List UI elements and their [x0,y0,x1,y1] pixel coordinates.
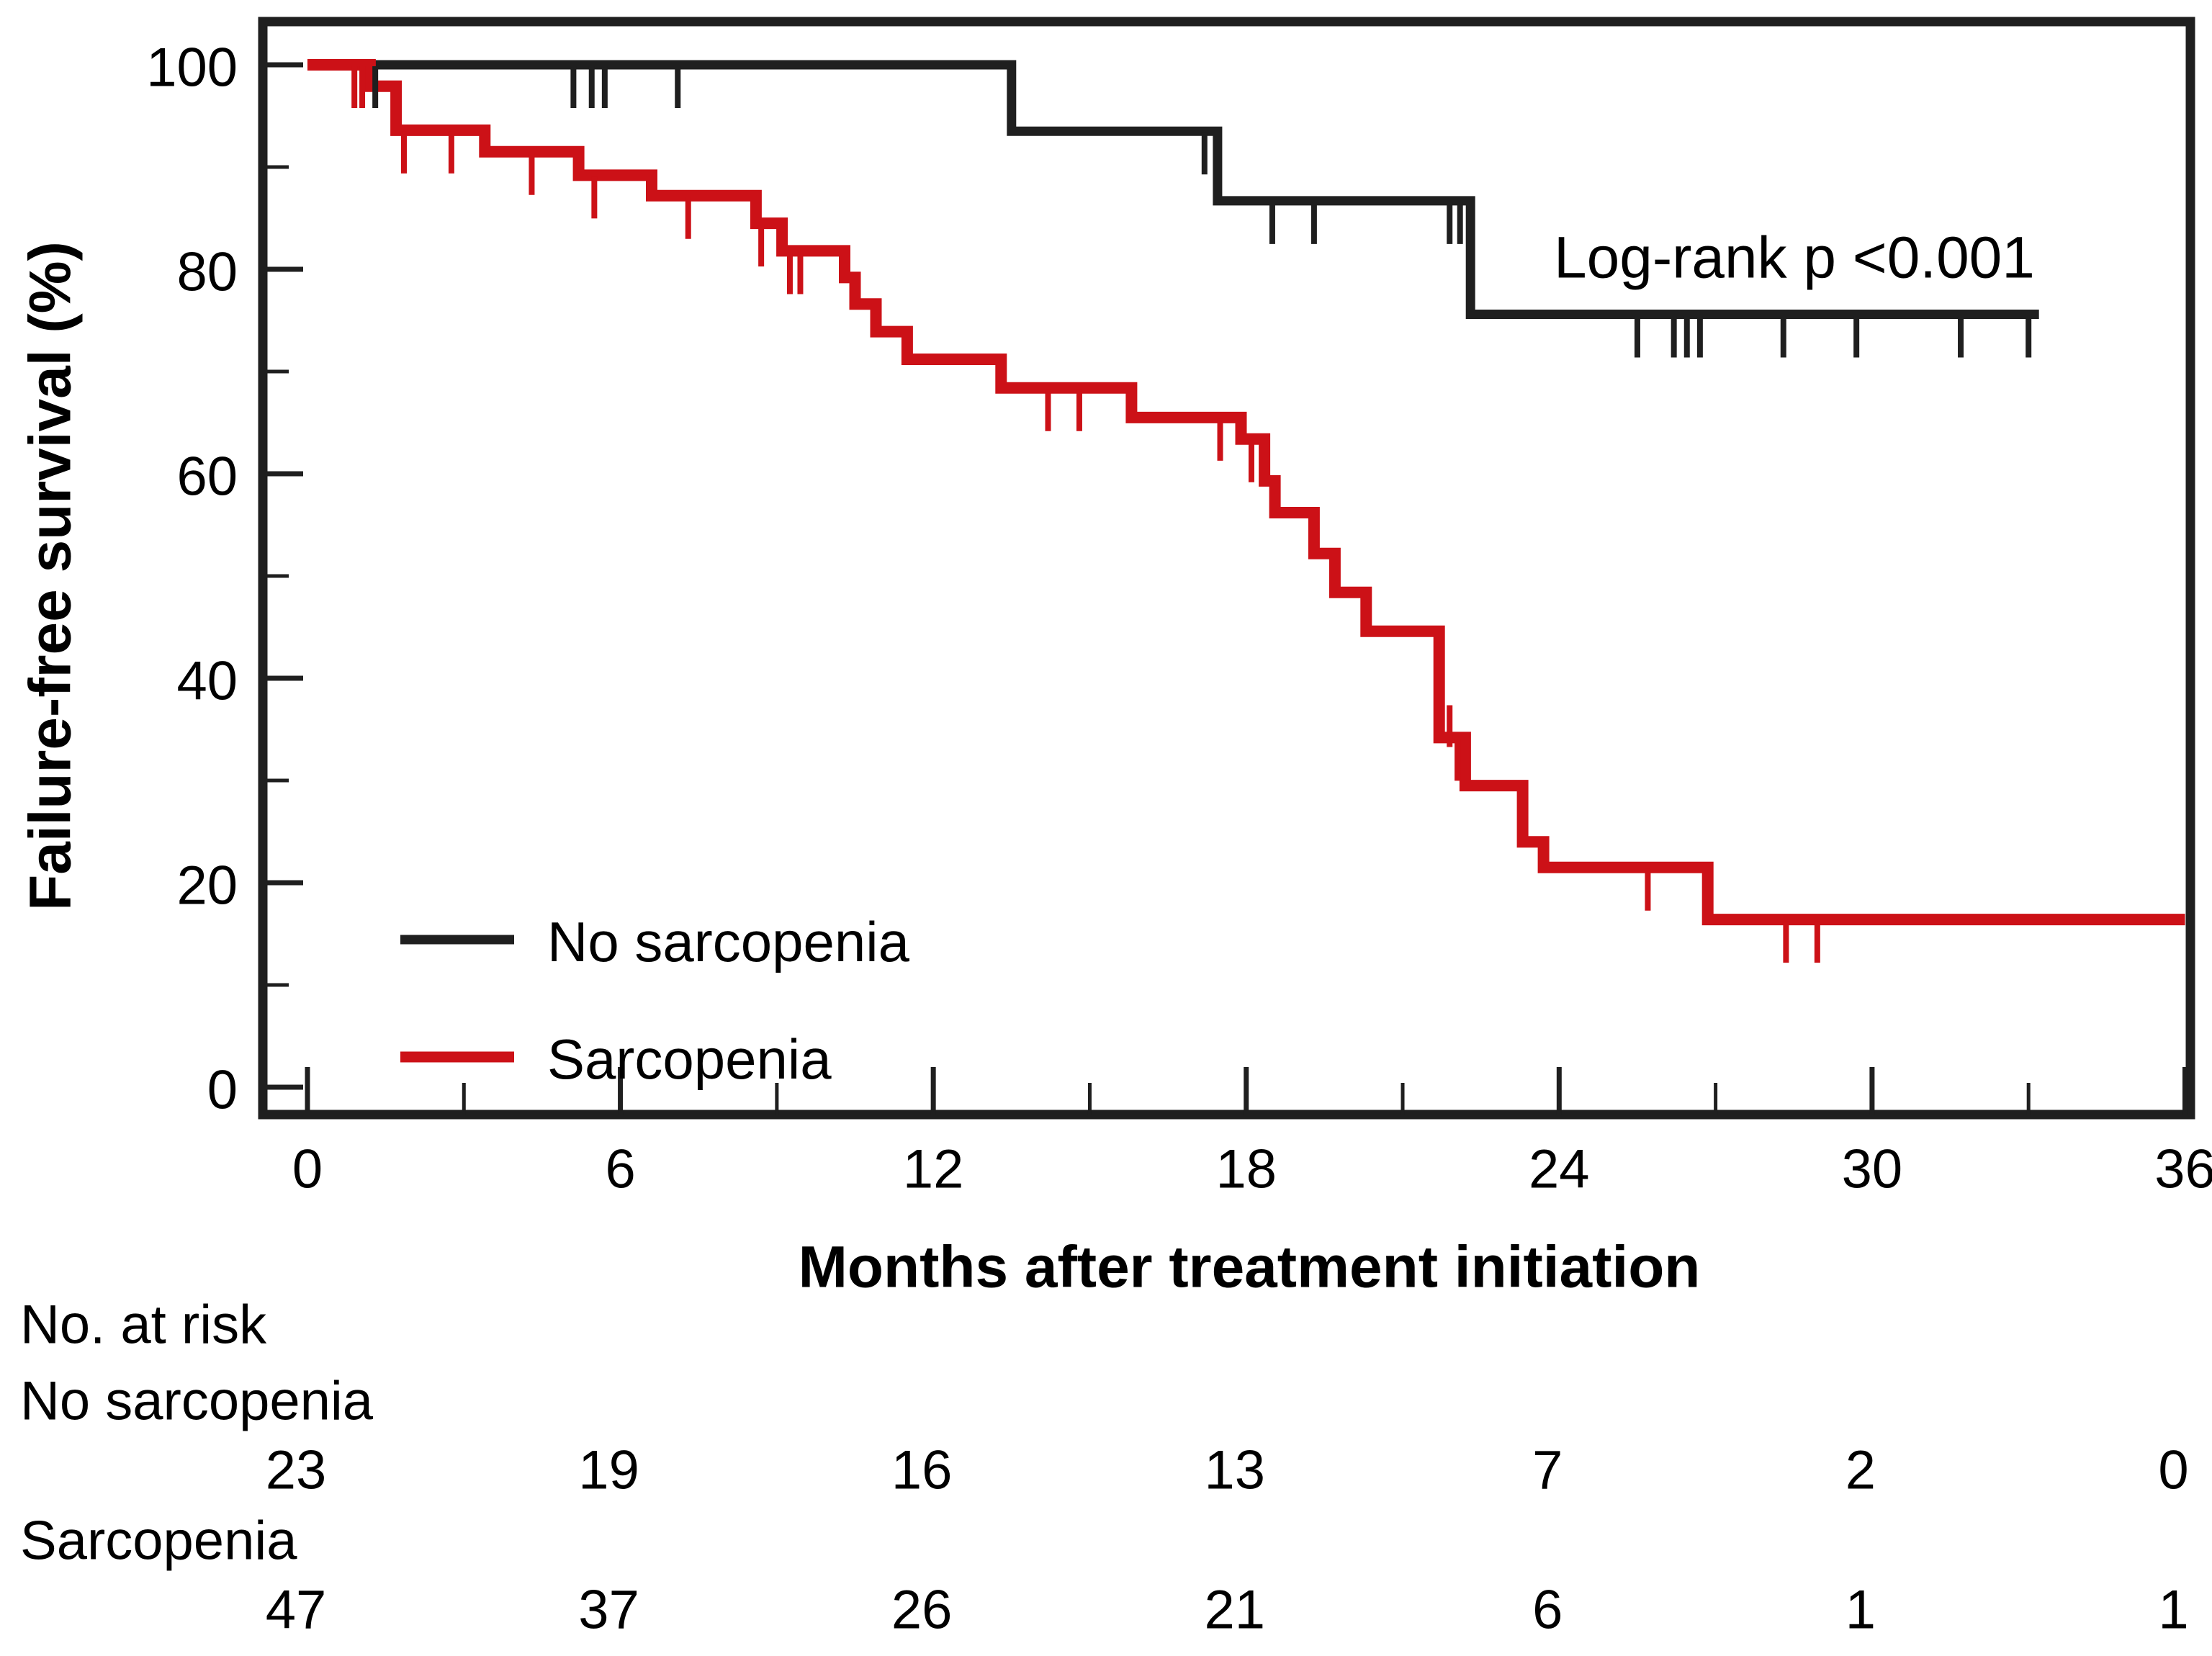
log-rank-annotation: Log-rank p <0.001 [1554,225,2035,291]
risk-row-label-sarcopenia: Sarcopenia [20,1511,297,1572]
risk-table-heading: No. at risk [20,1295,267,1356]
x-tick-label: 18 [1215,1139,1277,1200]
risk-count: 0 [2158,1440,2188,1501]
x-axis-title: Months after treatment initiation [799,1235,1701,1300]
risk-count: 1 [1845,1580,1876,1641]
legend-label-no-sarcopenia: No sarcopenia [547,910,910,973]
y-tick-label: 0 [207,1060,238,1121]
y-tick-label: 60 [176,446,238,508]
risk-count: 1 [2158,1580,2188,1641]
censor-marks [351,66,2032,963]
risk-count: 19 [578,1440,639,1501]
y-tick-label: 40 [176,651,238,712]
y-tick-label: 100 [146,37,238,99]
x-tick-label: 30 [1842,1139,1903,1200]
y-tick-label: 80 [176,242,238,303]
risk-count: 21 [1204,1580,1265,1641]
risk-count: 37 [578,1580,639,1641]
x-tick-label: 24 [1529,1139,1590,1200]
y-tick-label: 20 [176,855,238,917]
x-axis-ticks [305,1067,2188,1115]
plot-frame [258,17,2195,1120]
legend: No sarcopenia Sarcopenia [400,910,910,1091]
x-tick-label: 36 [2154,1139,2212,1200]
x-tick-labels: 0 6 12 18 24 30 36 [292,1139,2212,1200]
y-tick-labels: 100 80 60 40 20 0 [146,37,238,1121]
risk-count: 13 [1204,1440,1265,1501]
risk-row-label-no-sarcopenia: No sarcopenia [20,1371,374,1432]
risk-count: 6 [1532,1580,1563,1641]
risk-table: No. at risk No sarcopenia Sarcopenia [20,1295,374,1572]
y-axis-title: Failure-free survival (%) [18,241,84,911]
x-tick-label: 0 [292,1139,323,1200]
risk-count: 16 [891,1440,953,1501]
risk-count: 47 [266,1580,327,1641]
legend-label-sarcopenia: Sarcopenia [547,1027,832,1091]
curve-sarcopenia [307,59,2185,926]
curve-no-sarcopenia [307,60,2039,319]
risk-count: 2 [1845,1440,1876,1501]
x-tick-label: 6 [605,1139,635,1200]
survival-curves [307,59,2185,926]
risk-count: 26 [891,1580,953,1641]
risk-table-counts: 23 19 16 13 7 2 0 47 37 26 21 6 1 1 [266,1440,2189,1641]
x-tick-label: 12 [903,1139,964,1200]
y-axis-ticks [263,62,303,1090]
risk-count: 23 [266,1440,327,1501]
risk-count: 7 [1532,1440,1563,1501]
